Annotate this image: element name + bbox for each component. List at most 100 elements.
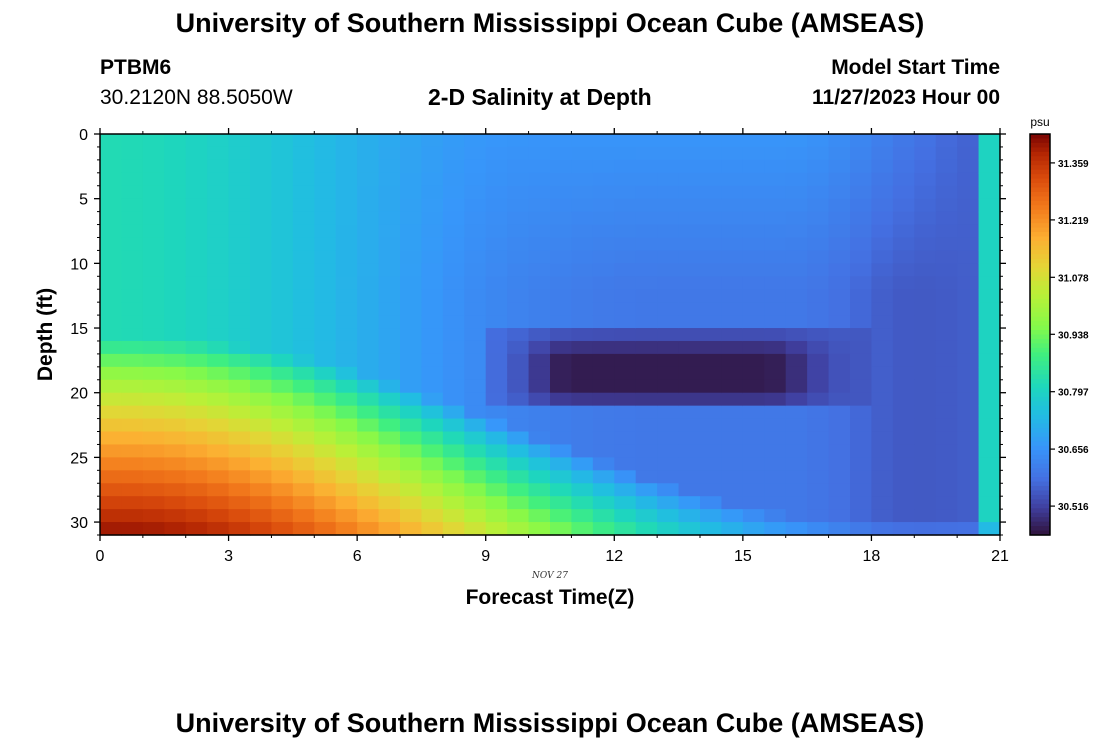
- heatmap-cell: [614, 146, 637, 161]
- heatmap-cell: [914, 146, 937, 161]
- heatmap-cell: [121, 328, 144, 342]
- heatmap-cell: [828, 392, 851, 407]
- colorbar-segment: [1030, 530, 1050, 536]
- heatmap-cell: [421, 444, 444, 458]
- heatmap-cell: [914, 496, 937, 510]
- heatmap-cell: [871, 353, 894, 368]
- heatmap-cell: [657, 328, 680, 342]
- heatmap-cell: [550, 418, 573, 433]
- heatmap-cell: [828, 289, 851, 303]
- heatmap-cell: [828, 211, 851, 226]
- heatmap-cell: [164, 418, 187, 433]
- heatmap-cell: [742, 302, 765, 316]
- heatmap-cell: [185, 224, 208, 239]
- heatmap-cell: [250, 250, 273, 264]
- heatmap-cell: [228, 237, 251, 252]
- axes: 0 3 6 9 12 15 18 21 0 5 10 15 20 25 30: [70, 127, 1009, 565]
- heatmap-cell: [785, 302, 808, 316]
- heatmap-cell: [592, 431, 615, 446]
- heatmap-cell: [592, 366, 615, 381]
- heatmap-cell: [400, 522, 423, 536]
- heatmap-cell: [485, 302, 508, 316]
- colorbar-segment: [1030, 432, 1050, 438]
- heatmap-cell: [485, 263, 508, 277]
- heatmap-cell: [378, 353, 401, 368]
- heatmap-cell: [614, 379, 637, 394]
- heatmap-cell: [100, 315, 123, 329]
- heatmap-cell: [635, 340, 658, 355]
- heatmap-cell: [700, 522, 723, 536]
- colorbar-segment: [1030, 419, 1050, 425]
- heatmap-cell: [314, 198, 337, 213]
- heatmap-cell: [228, 457, 251, 471]
- heatmap-cell: [828, 328, 851, 342]
- colorbar-segment: [1030, 401, 1050, 407]
- heatmap-cell: [892, 159, 915, 174]
- heatmap-cell: [742, 418, 765, 433]
- heatmap-cell: [528, 315, 551, 329]
- heatmap-cell: [614, 509, 637, 523]
- heatmap-cell: [678, 509, 701, 523]
- heatmap-cell: [721, 353, 744, 368]
- heatmap-cell: [314, 522, 337, 536]
- heatmap-cell: [957, 250, 980, 264]
- station-id: PTBM6: [100, 56, 172, 79]
- heatmap-cell: [828, 457, 851, 471]
- heatmap-cell: [121, 237, 144, 252]
- heatmap-cell: [785, 328, 808, 342]
- heatmap-cell: [764, 276, 787, 290]
- heatmap-cell: [271, 509, 294, 523]
- heatmap-cell: [164, 328, 187, 342]
- heatmap-cell: [657, 211, 680, 226]
- heatmap-cell: [100, 237, 123, 252]
- heatmap-cell: [400, 457, 423, 471]
- heatmap-cell: [207, 198, 230, 213]
- heatmap-cell: [592, 224, 615, 239]
- heatmap-cell: [935, 496, 958, 510]
- heatmap-cell: [592, 457, 615, 471]
- heatmap-cell: [892, 366, 915, 381]
- heatmap-cell: [678, 185, 701, 200]
- heatmap-cell: [485, 172, 508, 187]
- heatmap-cell: [271, 353, 294, 368]
- heatmap-cell: [164, 198, 187, 213]
- heatmap-cell: [100, 418, 123, 433]
- heatmap-cell: [442, 211, 465, 226]
- heatmap-cell: [228, 328, 251, 342]
- heatmap-cell: [850, 366, 873, 381]
- heatmap-cell: [785, 224, 808, 239]
- heatmap-cell: [292, 444, 315, 458]
- heatmap-cell: [442, 276, 465, 290]
- heatmap-cell: [357, 146, 380, 161]
- heatmap-cell: [635, 470, 658, 484]
- heatmap-cell: [357, 185, 380, 200]
- heatmap-cell: [978, 224, 1001, 239]
- heatmap-cell: [292, 315, 315, 329]
- heatmap-cell: [678, 379, 701, 394]
- heatmap-cell: [807, 522, 830, 536]
- x-axis-label: Forecast Time(Z): [466, 586, 635, 609]
- heatmap-cell: [850, 353, 873, 368]
- heatmap-cell: [271, 405, 294, 420]
- heatmap-cell: [892, 340, 915, 355]
- heatmap-cell: [164, 211, 187, 226]
- heatmap-cell: [571, 315, 594, 329]
- heatmap-cell: [657, 159, 680, 174]
- heatmap-cell: [100, 392, 123, 407]
- heatmap-cell: [400, 315, 423, 329]
- heatmap-cell: [185, 522, 208, 536]
- heatmap-cell: [421, 276, 444, 290]
- heatmap-cell: [100, 302, 123, 316]
- heatmap-cell: [142, 289, 165, 303]
- heatmap-cell: [571, 263, 594, 277]
- heatmap-cell: [785, 159, 808, 174]
- heatmap-cell: [142, 328, 165, 342]
- heatmap-cell: [507, 340, 530, 355]
- colorbar-segment: [1030, 383, 1050, 389]
- heatmap-cell: [871, 405, 894, 420]
- page-title: University of Southern Mississippi Ocean…: [175, 8, 925, 38]
- heatmap-cell: [785, 418, 808, 433]
- heatmap-cell: [357, 470, 380, 484]
- heatmap-cell: [550, 483, 573, 497]
- heatmap-cell: [742, 379, 765, 394]
